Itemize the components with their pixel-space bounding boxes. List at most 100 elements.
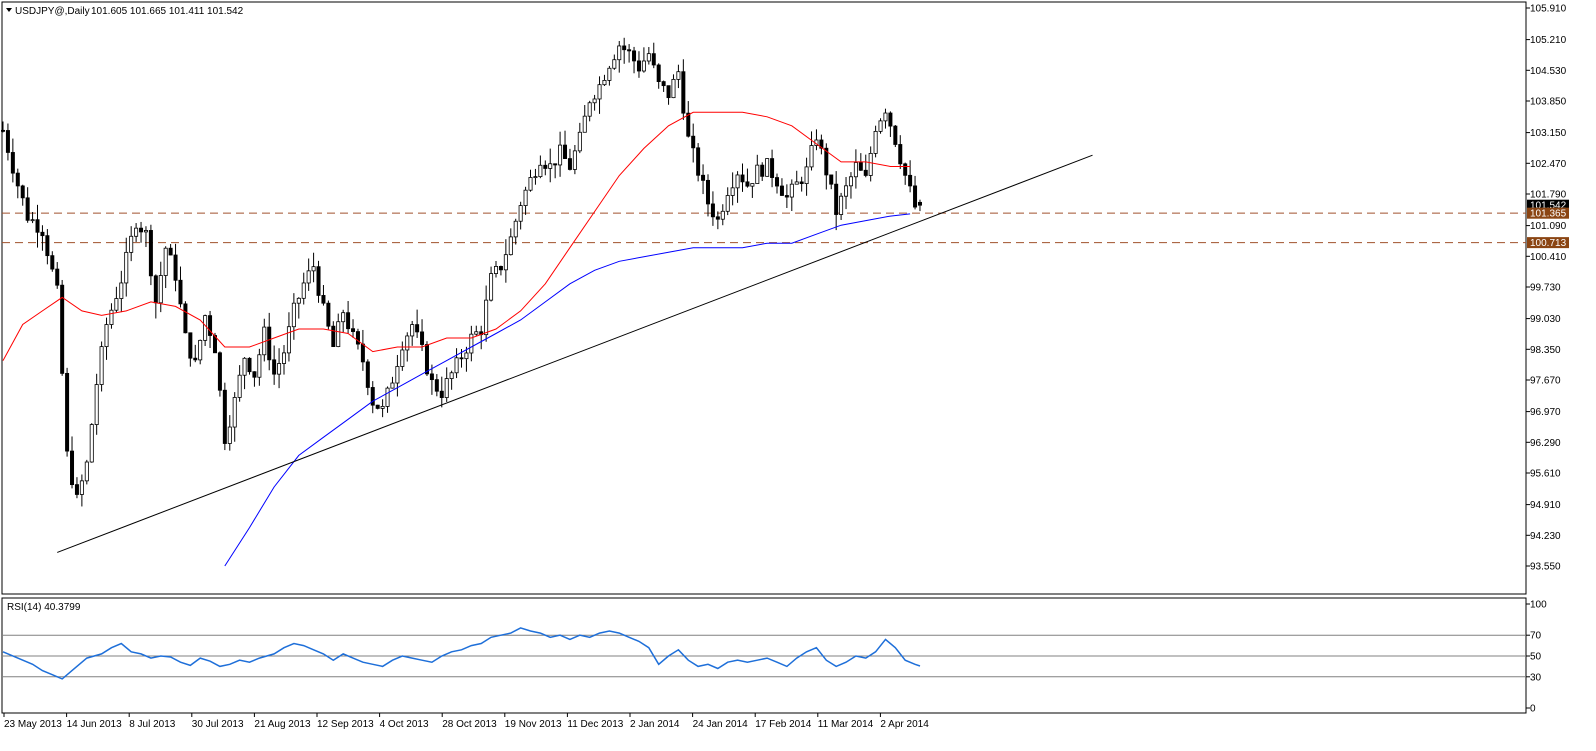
candle (89, 423, 94, 463)
candle (577, 122, 582, 154)
time-tick-label: 4 Oct 2013 (380, 719, 429, 730)
symbol-label: USDJPY@,Daily (15, 6, 90, 17)
candle (242, 357, 247, 390)
candle (523, 186, 528, 215)
candle (636, 51, 641, 78)
candle (247, 357, 252, 375)
candle (612, 54, 617, 70)
candle (434, 374, 439, 397)
price-tag-label: 101.542 (1530, 201, 1567, 212)
moving-averages (2, 111, 911, 567)
candle (15, 168, 20, 199)
candle (582, 105, 587, 133)
candle (671, 74, 676, 99)
price-tick-label: 94.230 (1530, 531, 1561, 542)
candle (183, 301, 188, 334)
candle (390, 376, 395, 389)
candle (143, 226, 148, 248)
price-tick-label: 103.850 (1530, 97, 1567, 108)
candle (173, 243, 178, 292)
candle (420, 319, 425, 352)
price-tick-label: 96.970 (1530, 407, 1561, 418)
candle (424, 341, 429, 377)
candle (681, 59, 686, 120)
candle (829, 174, 834, 190)
candle (493, 260, 498, 278)
candle (410, 320, 415, 346)
candle (20, 184, 25, 206)
candle (750, 183, 755, 198)
candle (592, 94, 597, 111)
candle (346, 300, 351, 334)
candle (104, 317, 109, 360)
time-tick-label: 30 Jul 2013 (192, 719, 244, 730)
menu-triangle-icon[interactable] (6, 8, 12, 12)
candle (543, 160, 548, 176)
candle (30, 211, 35, 224)
support-levels (2, 212, 1526, 244)
time-tick-label: 14 Jun 2013 (67, 719, 122, 730)
candle (60, 279, 65, 376)
candle (208, 310, 213, 348)
candle (429, 364, 434, 395)
candle (661, 80, 666, 92)
candle (331, 321, 336, 348)
candle (134, 223, 139, 242)
candle (454, 348, 459, 379)
price-tick-label: 103.150 (1530, 128, 1567, 139)
candle (316, 260, 321, 303)
candle (355, 328, 360, 350)
price-tick-label: 105.910 (1530, 4, 1567, 15)
candle (474, 325, 479, 336)
candle (656, 63, 661, 89)
candle (385, 386, 390, 413)
candle (498, 265, 503, 276)
candle (40, 225, 45, 251)
candle (380, 399, 385, 418)
time-tick-label: 11 Mar 2014 (818, 719, 874, 730)
candle (913, 175, 918, 210)
rsi-series (2, 627, 921, 680)
candle (779, 178, 784, 196)
candle (686, 101, 691, 138)
time-tick-label: 2 Jan 2014 (630, 719, 680, 730)
candle (257, 348, 262, 386)
price-tick-label: 100.410 (1530, 252, 1567, 263)
time-axis: 23 May 2013 14 Jun 2013 8 Jul 2013 30 Jul 2… (3, 713, 929, 730)
trendline[interactable] (57, 154, 1093, 553)
candle (863, 154, 868, 178)
candle (439, 376, 444, 408)
candle (375, 404, 380, 410)
candle (217, 351, 222, 397)
candle (203, 314, 208, 346)
candle (326, 300, 331, 330)
price-tick-label: 97.670 (1530, 376, 1561, 387)
candle (720, 204, 725, 226)
candle (844, 176, 849, 210)
candle (735, 171, 740, 203)
candle (794, 170, 799, 185)
time-tick-label: 8 Jul 2013 (129, 719, 176, 730)
candle (395, 354, 400, 397)
candle (528, 169, 533, 192)
candle (908, 160, 913, 193)
candle (676, 64, 681, 89)
candle (272, 345, 277, 385)
price-tick-label: 95.610 (1530, 469, 1561, 480)
candle (0, 121, 6, 133)
candle (888, 111, 893, 137)
price-tag: 101.365 (1527, 207, 1569, 220)
candle (129, 226, 134, 262)
candle (666, 85, 671, 105)
candle (252, 371, 257, 387)
candle (853, 149, 858, 189)
candle (740, 163, 745, 192)
trendline-line[interactable] (57, 154, 1093, 553)
rsi-line (2, 627, 921, 680)
candle (35, 204, 40, 248)
candle (558, 131, 563, 177)
rsi-tick-label: 100 (1530, 600, 1547, 611)
candle (232, 392, 237, 442)
